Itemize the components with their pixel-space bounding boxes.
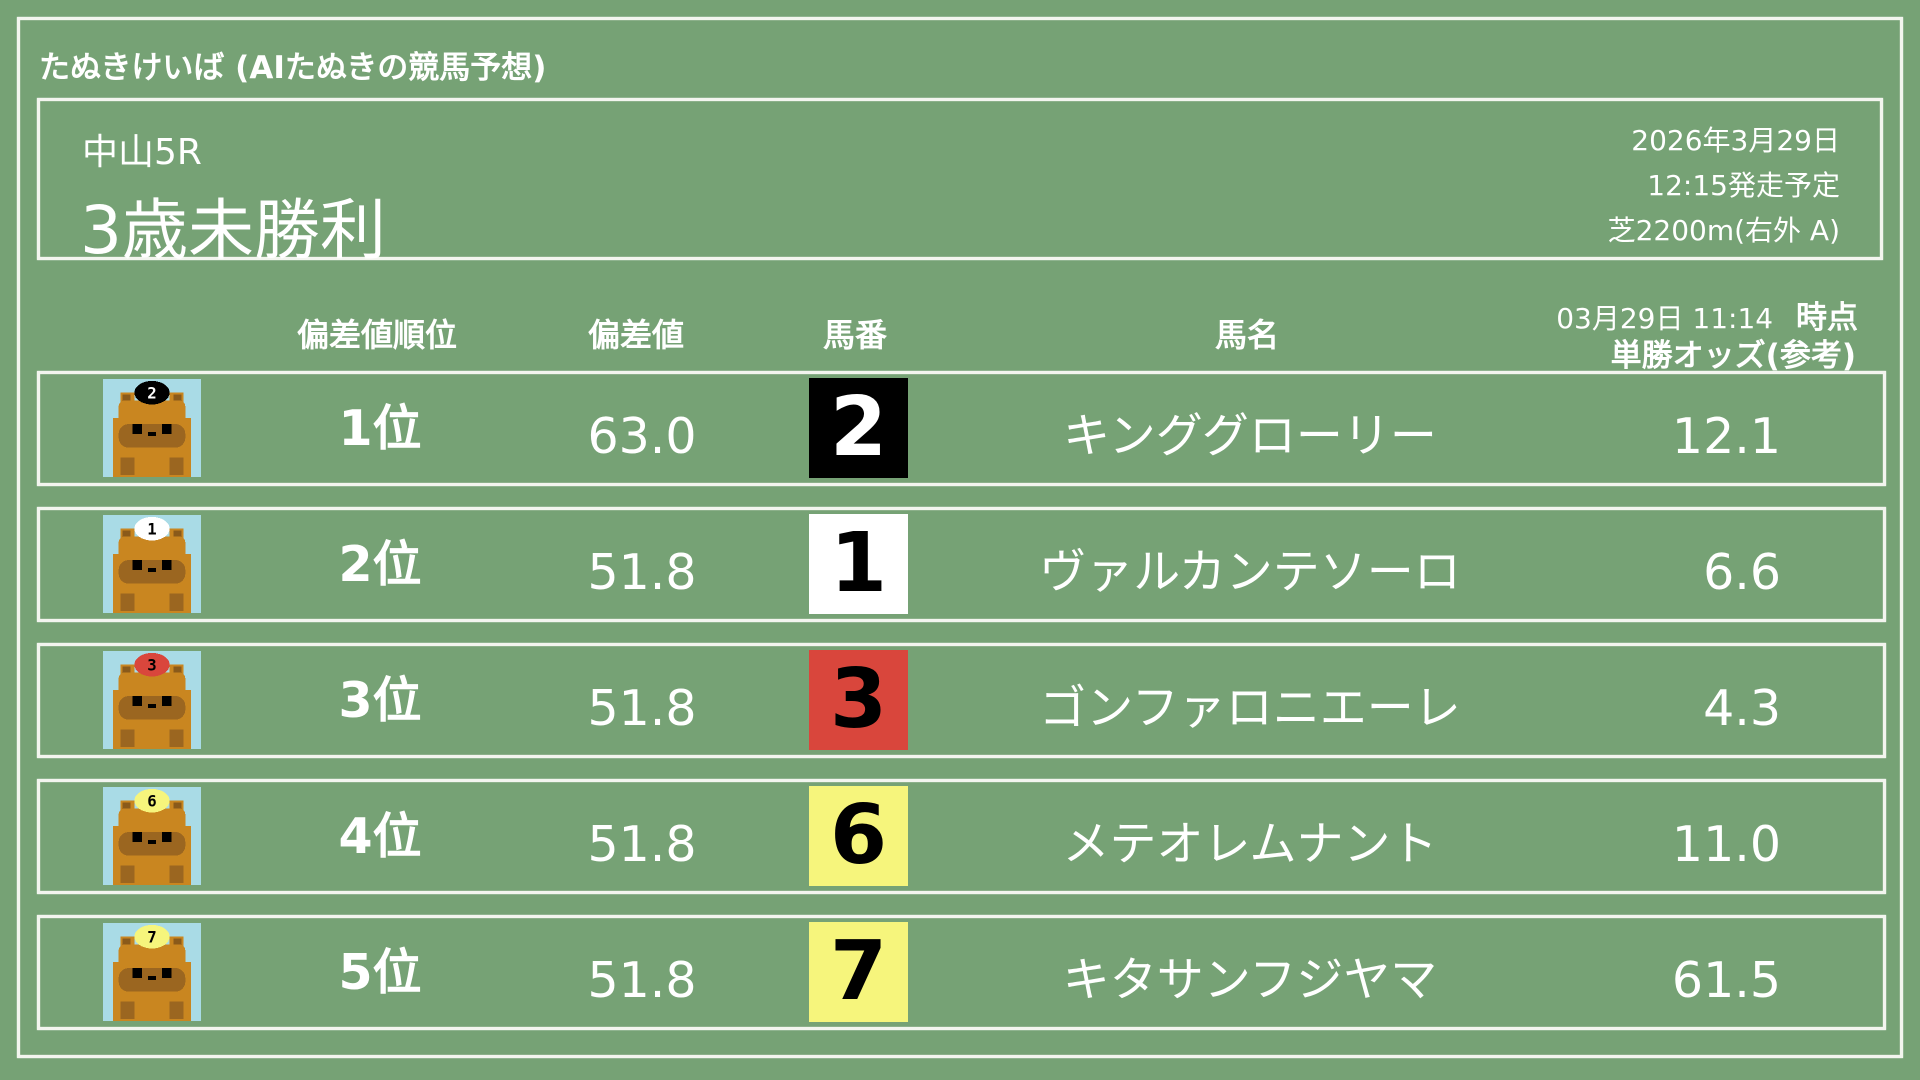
svg-text:1: 1 <box>147 520 156 539</box>
tanuki-icon: 3 <box>103 651 201 749</box>
race-header: 中山5R 3歳未勝利 2026年3月29日 12:15発走予定 芝2200m(右… <box>37 98 1883 269</box>
col-odds: 単勝オッズ(参考) <box>1610 338 1856 374</box>
tanuki-icon: 7 <box>103 923 201 1021</box>
table-row: 3 3位 51.8 3 ゴンファロニエーレ 4.3 <box>37 643 1886 758</box>
svg-text:7: 7 <box>147 928 156 947</box>
horse-number-badge: 6 <box>809 786 908 886</box>
rank: 3位 <box>338 672 422 729</box>
app-title: たぬきけいば (AIたぬきの競馬予想) <box>39 50 547 86</box>
win-odds: 11.0 <box>1671 816 1781 873</box>
outer-frame <box>17 17 1903 1058</box>
deviation-score: 51.8 <box>587 544 697 601</box>
table-row: 1 2位 51.8 1 ヴァルカンテソーロ 6.6 <box>37 507 1886 622</box>
tanuki-icon: 1 <box>103 515 201 613</box>
race-date: 2026年3月29日 <box>1631 124 1840 157</box>
horse-name: キンググローリー <box>1063 409 1437 464</box>
horse-name: メテオレムナント <box>1062 817 1438 872</box>
deviation-score: 51.8 <box>587 680 697 737</box>
svg-text:3: 3 <box>147 656 156 675</box>
rank: 5位 <box>338 944 422 1001</box>
horse-name: キタサンフジヤマ <box>1062 953 1438 1008</box>
tanuki-icon: 6 <box>103 787 201 885</box>
odds-time-suffix: 時点 <box>1796 300 1858 336</box>
win-odds: 12.1 <box>1671 408 1781 465</box>
deviation-score: 63.0 <box>587 408 697 465</box>
horse-number-badge: 3 <box>809 650 908 750</box>
tanuki-icon: 2 <box>103 379 201 477</box>
horse-number-badge: 7 <box>809 922 908 1022</box>
rank: 4位 <box>338 808 422 865</box>
venue-round: 中山5R <box>82 132 202 173</box>
win-odds: 6.6 <box>1703 544 1781 601</box>
rank: 1位 <box>338 400 422 457</box>
table-row: 7 5位 51.8 7 キタサンフジヤマ 61.5 <box>37 915 1886 1030</box>
odds-timestamp: 03月29日 11:14 <box>1556 302 1774 335</box>
svg-text:6: 6 <box>147 792 156 811</box>
post-time: 12:15発走予定 <box>1647 169 1840 202</box>
horse-name: ゴンファロニエーレ <box>1039 681 1461 736</box>
horse-name: ヴァルカンテソーロ <box>1039 545 1461 600</box>
deviation-score: 51.8 <box>587 952 697 1009</box>
table-row: 6 4位 51.8 6 メテオレムナント 11.0 <box>37 779 1886 894</box>
rank: 2位 <box>338 536 422 593</box>
course-info: 芝2200m(右外 A) <box>1607 214 1840 247</box>
svg-text:2: 2 <box>147 384 156 403</box>
horse-number-badge: 1 <box>809 514 908 614</box>
col-name: 馬名 <box>1214 316 1280 354</box>
table-row: 2 1位 63.0 2 キンググローリー 12.1 <box>37 371 1886 486</box>
horse-number-badge: 2 <box>809 378 908 478</box>
col-rank: 偏差値順位 <box>296 316 458 354</box>
win-odds: 4.3 <box>1703 680 1781 737</box>
race-name: 3歳未勝利 <box>80 192 386 269</box>
col-score: 偏差値 <box>587 316 685 354</box>
col-number: 馬番 <box>822 316 888 354</box>
deviation-score: 51.8 <box>587 816 697 873</box>
col-odds-time: 03月29日 11:14 時点 <box>1556 292 1858 337</box>
win-odds: 61.5 <box>1671 952 1781 1009</box>
